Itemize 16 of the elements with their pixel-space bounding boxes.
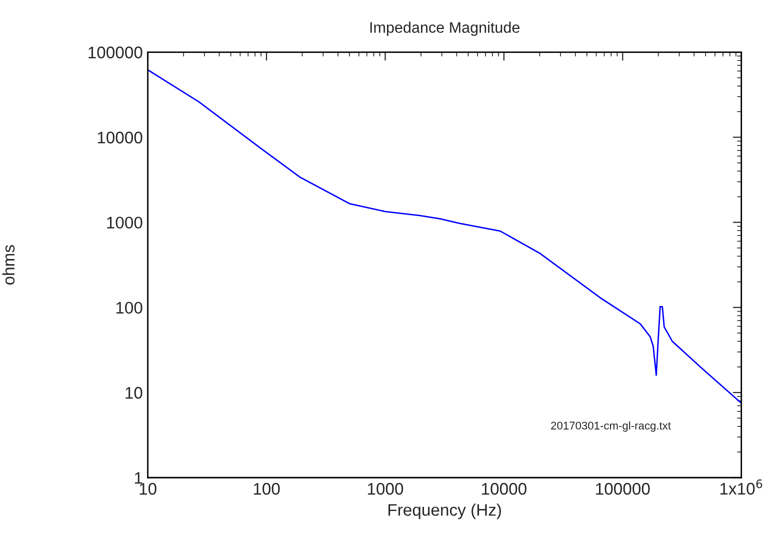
x-tick-label: 100000 [596,482,650,495]
y-tick-label: 100000 [88,46,142,58]
y-tick-label: 1000 [107,216,142,229]
y-axis-title: ohms [2,245,15,285]
annotation: 20170301-cm-gl-racg.txt [551,421,671,432]
x-tick-label: 1x10$^{6}$ [720,479,762,495]
y-tick-label: 10 [126,386,142,399]
y-tick-label: 10000 [98,132,142,144]
y-tick-label: 1 [134,472,142,484]
x-tick-label: 10 [140,482,156,495]
y-tick-label: 100 [116,302,142,314]
x-tick-label: 10000 [482,482,526,495]
x-tick-label: 1000 [368,482,404,495]
chart-title: Impedance Magnitude [370,22,520,36]
x-tick-label: 100 [254,482,280,495]
x-axis-title: Frequency (Hz) [388,504,501,520]
